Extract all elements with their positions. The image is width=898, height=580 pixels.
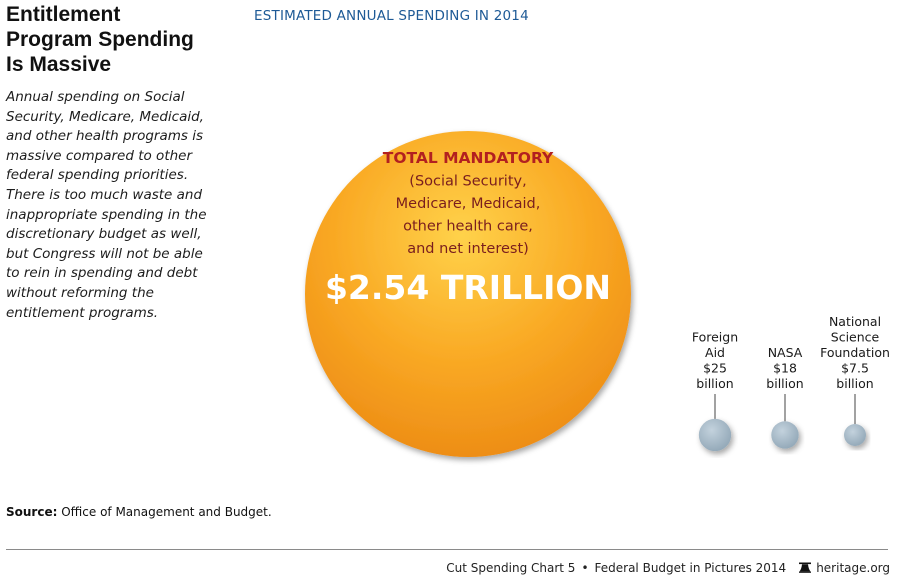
source-label: Source:: [6, 505, 58, 519]
bubble-foreign-aid: [698, 418, 732, 452]
description-line: federal spending priorities.: [6, 167, 189, 184]
description-line: but Congress will not be able: [6, 245, 203, 262]
description-line: inappropriate spending in the: [6, 206, 207, 223]
footer-divider: [6, 549, 888, 550]
bubble-label-heading: TOTAL MANDATORY: [383, 149, 554, 167]
bubble-small-label-line: billion: [836, 376, 873, 391]
bubble-label-line: Medicare, Medicaid,: [396, 196, 541, 212]
chart-heading: ESTIMATED ANNUAL SPENDING IN 2014: [254, 8, 529, 24]
title-line: Program Spending: [6, 28, 194, 51]
source-text: Office of Management and Budget.: [61, 505, 272, 519]
bubble-total-mandatory: [305, 131, 631, 457]
title-line: Is Massive: [6, 53, 112, 76]
bubble-value-label: $2.54 TRILLION: [325, 268, 611, 307]
chart-description: Annual spending on Social Security, Medi…: [6, 88, 221, 323]
description-line: discretionary budget as well,: [6, 226, 202, 243]
bubble-small-label-line: billion: [696, 376, 733, 391]
bubble-small-label-line: Foundation: [820, 345, 890, 360]
bubble-small-label-line: NASA: [768, 345, 803, 360]
bubble-small-label-line: Science: [831, 330, 880, 345]
footer-separator: •: [581, 561, 589, 575]
bubble-small-label-line: National: [829, 314, 881, 329]
bubble-small-label-line: $25: [703, 361, 727, 376]
bubble-label-line: (Social Security,: [409, 174, 526, 190]
bubble-small-label-line: Foreign: [692, 330, 738, 345]
description-line: Security, Medicare, Medicaid,: [6, 108, 204, 125]
description-line: to rein in spending and debt: [6, 265, 198, 282]
bubble-national-science-foundation: [844, 424, 866, 446]
bubble-small-label-line: Aid: [705, 345, 725, 360]
bubble-nasa: [771, 421, 799, 449]
footer-publication: Federal Budget in Pictures 2014: [594, 561, 787, 575]
description-line: Annual spending on Social: [6, 89, 185, 105]
footer-chart-ref: Cut Spending Chart 5: [446, 561, 576, 575]
description-line: entitlement programs.: [6, 304, 159, 321]
bubble-small-label-line: $7.5: [841, 361, 869, 376]
bubble-small-label-line: $18: [773, 361, 797, 376]
liberty-bell-icon: [799, 562, 812, 573]
chart-title: Entitlement Program Spending Is Massive: [6, 2, 221, 77]
description-line: There is too much waste and: [6, 186, 203, 203]
footer-site-link[interactable]: heritage.org: [816, 561, 890, 575]
description-line: and other health programs is: [6, 128, 204, 145]
source-note: Source: Office of Management and Budget.: [6, 505, 272, 519]
bubble-label-line: other health care,: [403, 219, 533, 235]
description-line: without reforming the: [6, 284, 154, 301]
bubble-label-line: and net interest): [407, 241, 529, 257]
description-line: massive compared to other: [6, 147, 193, 164]
bubble-chart: TOTAL MANDATORY (Social Security, Medicare…: [305, 131, 890, 457]
title-line: Entitlement: [6, 3, 121, 26]
footer: Cut Spending Chart 5 • Federal Budget in…: [446, 561, 890, 575]
bubble-small-label-line: billion: [766, 376, 803, 391]
